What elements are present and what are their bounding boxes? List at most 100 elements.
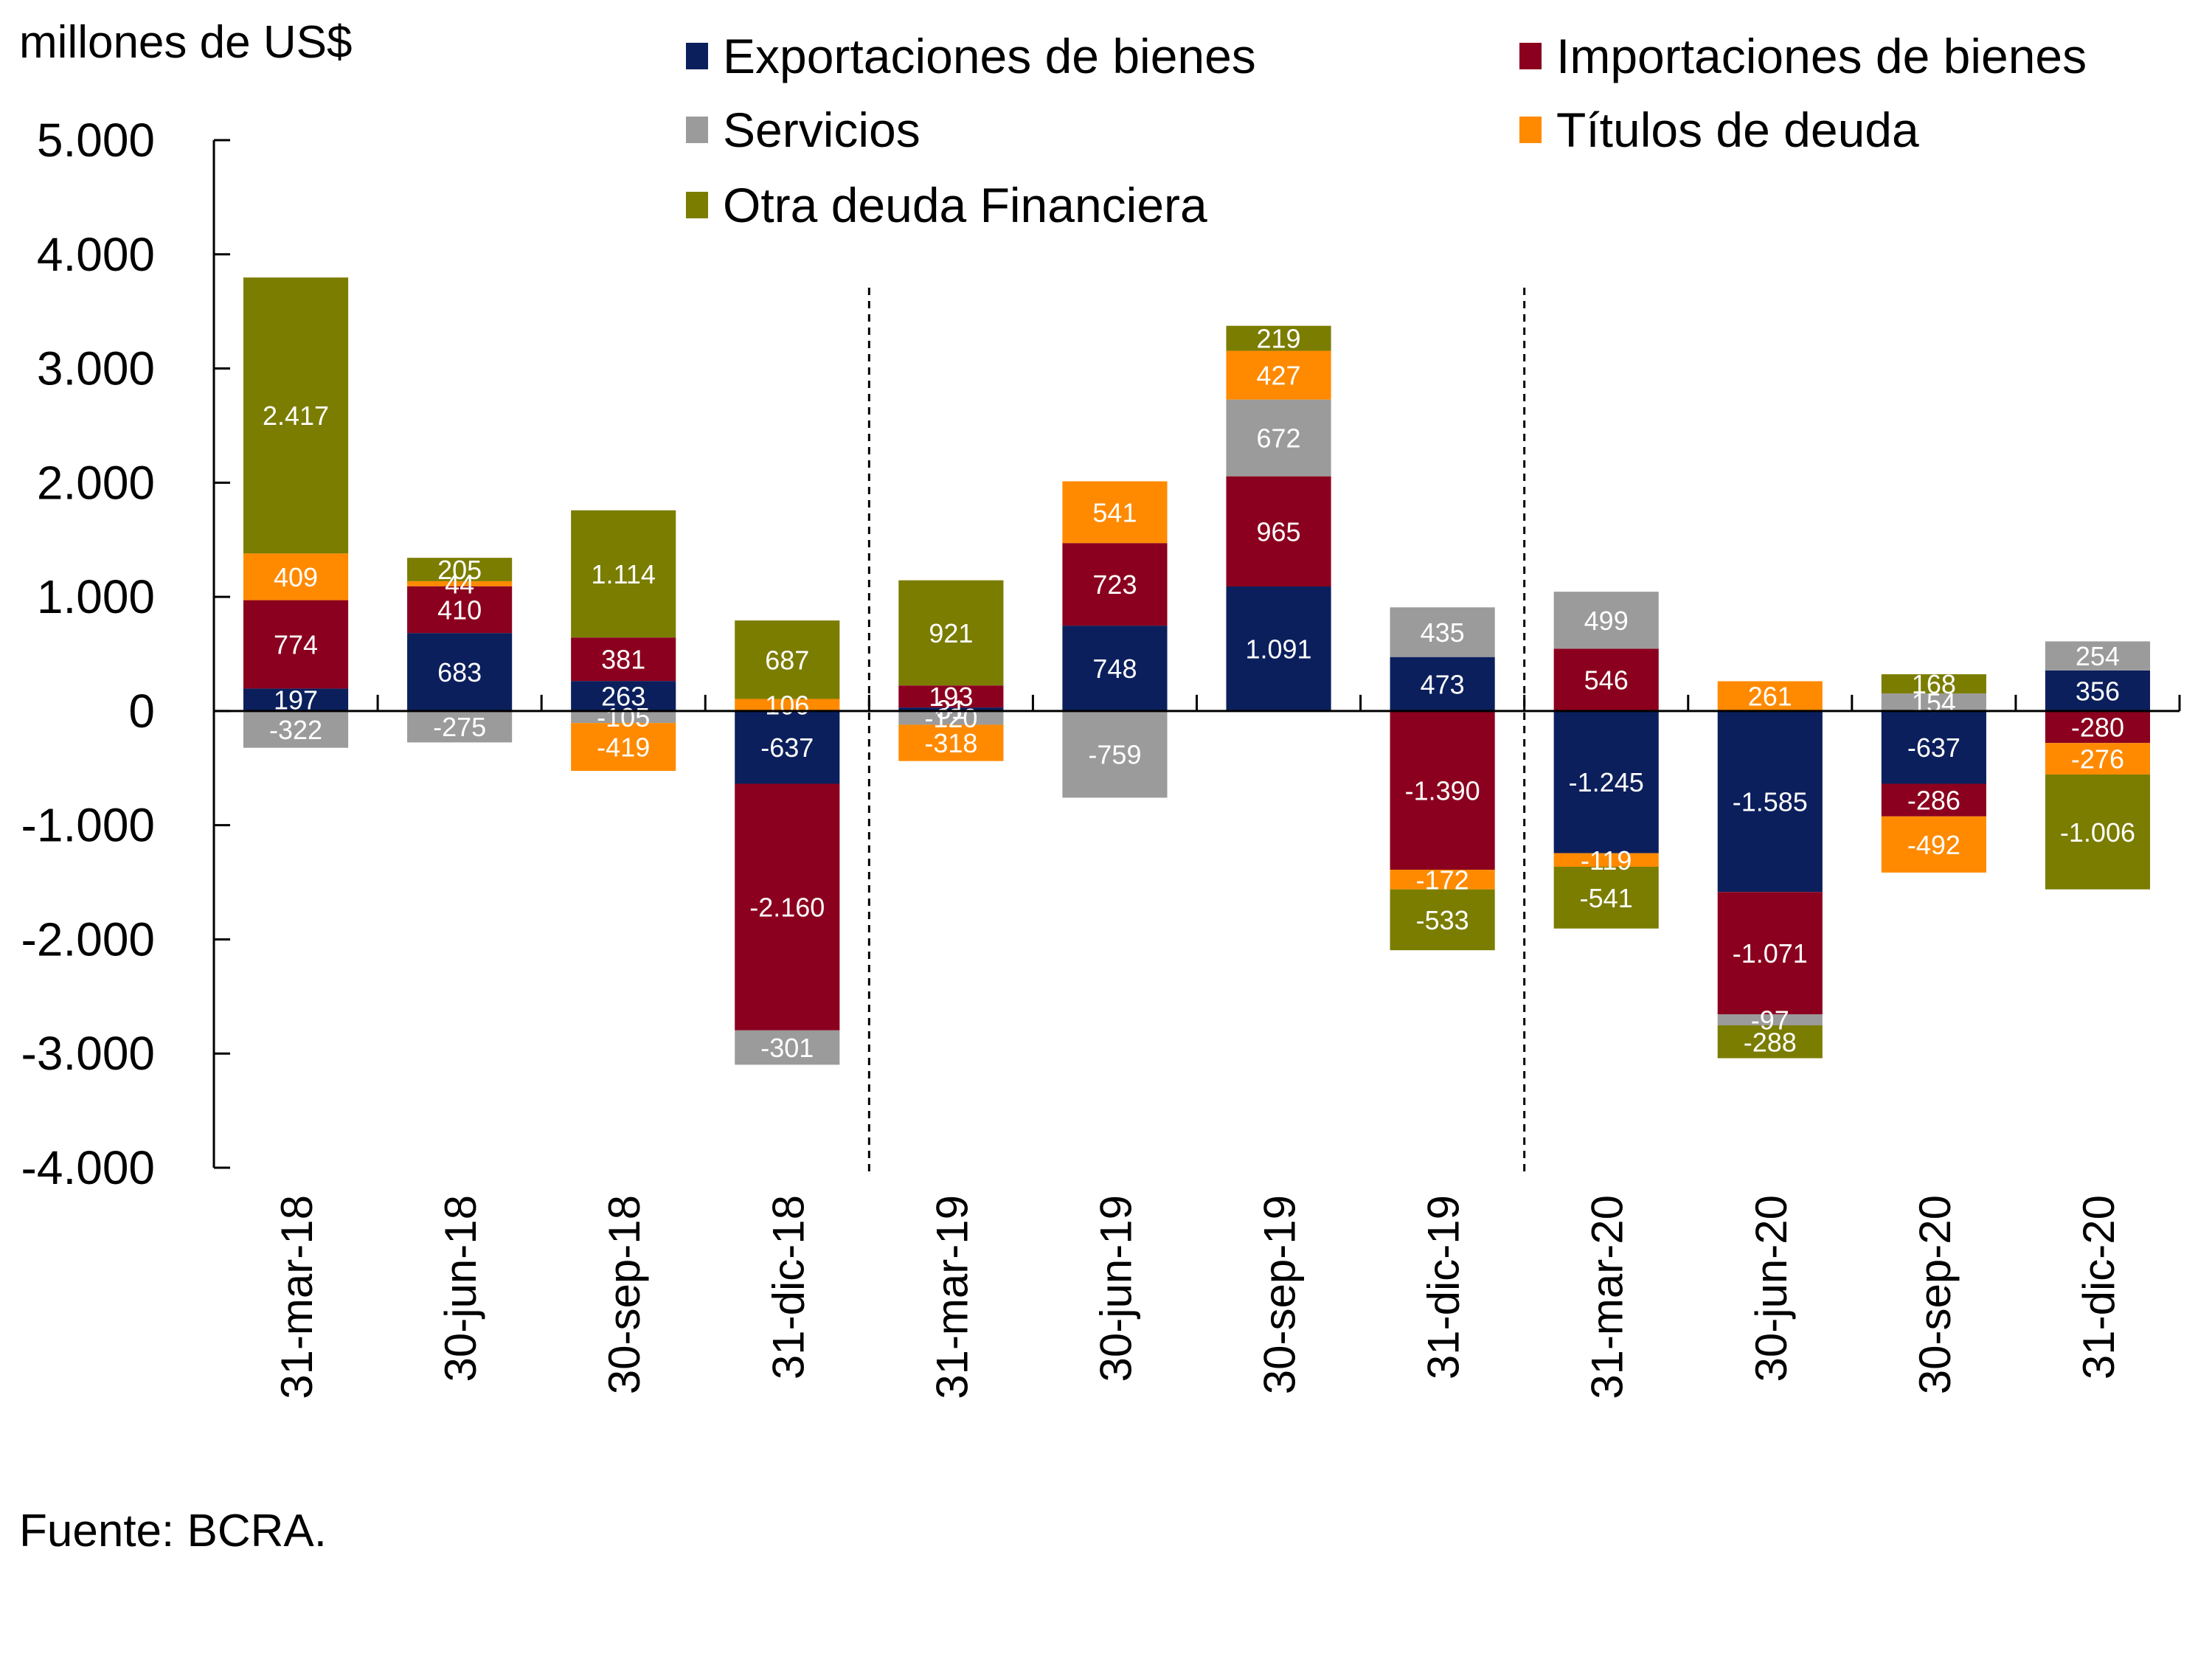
bar-segment	[407, 581, 513, 586]
y-tick-label: -1.000	[21, 799, 155, 852]
bar-segment	[2045, 743, 2151, 775]
data-label: -2.160	[749, 893, 825, 923]
bar-segment	[1226, 350, 1331, 400]
data-label: -322	[269, 715, 322, 745]
y-tick-label: 4.000	[37, 228, 155, 281]
data-label: 473	[1421, 669, 1465, 699]
data-label: 1.114	[591, 559, 655, 589]
data-label: -1.585	[1733, 787, 1808, 817]
legend-label: Exportaciones de bienes	[723, 29, 1256, 83]
bar-segment	[1390, 607, 1495, 657]
bar-segment	[1553, 867, 1659, 929]
legend-swatch-titulos	[1519, 117, 1542, 143]
bar-segment	[2045, 641, 2151, 671]
bar-segment	[2045, 670, 2151, 711]
legend-item-titulos: Títulos de deuda	[1519, 102, 1919, 158]
bar-segment	[898, 685, 1004, 708]
x-tick-label: 31-mar-18	[272, 1195, 322, 1399]
x-tick-label: 31-mar-20	[1583, 1195, 1632, 1399]
bar-segment	[735, 699, 840, 711]
data-label: 546	[1584, 665, 1629, 696]
x-tick-label: 30-jun-20	[1747, 1195, 1796, 1382]
data-label: 106	[765, 690, 809, 721]
data-label: 154	[1912, 688, 1956, 718]
data-label: 31	[936, 694, 965, 724]
x-tick-label: 31-mar-19	[927, 1195, 977, 1399]
data-label: 921	[929, 618, 973, 648]
bar-segment	[2045, 710, 2151, 744]
data-label: 687	[765, 645, 809, 675]
bar-segment	[1390, 710, 1495, 870]
legend-item-exportaciones: Exportaciones de bienes	[686, 28, 1256, 84]
bar-segment	[898, 724, 1004, 761]
data-label: 723	[1092, 569, 1137, 600]
data-label: 2.417	[263, 401, 329, 431]
y-tick-label: -3.000	[21, 1027, 155, 1080]
bar-segment	[1553, 853, 1659, 867]
data-label: 44	[445, 569, 474, 599]
data-label: -637	[1907, 732, 1960, 763]
data-label: 427	[1257, 361, 1301, 391]
bars-layer	[243, 277, 2151, 1065]
x-tick-label: 30-jun-19	[1091, 1195, 1140, 1382]
data-label: 168	[1912, 669, 1956, 699]
data-label: -172	[1416, 865, 1469, 895]
bar-segment	[1881, 674, 1986, 694]
data-label: -288	[1744, 1027, 1797, 1057]
legend-item-importaciones: Importaciones de bienes	[1519, 28, 2087, 84]
data-label: -492	[1907, 830, 1960, 860]
bar-segment	[1881, 816, 1986, 873]
data-label: 205	[437, 555, 482, 585]
data-label: -275	[433, 712, 486, 742]
data-label: -1.071	[1733, 938, 1808, 969]
data-label: 748	[1092, 654, 1137, 684]
data-label: -120	[924, 703, 977, 733]
data-label: 965	[1257, 516, 1301, 547]
data-label: 261	[1748, 682, 1792, 712]
data-label: 219	[1257, 324, 1301, 354]
data-label: -97	[1751, 1005, 1789, 1035]
data-label: -318	[924, 728, 977, 758]
bar-segment	[735, 620, 840, 699]
bar-segment	[2045, 774, 2151, 890]
data-label: -533	[1416, 905, 1469, 935]
bar-segment	[1062, 543, 1168, 626]
legend-item-servicios: Servicios	[686, 102, 920, 158]
bar-segment	[1717, 710, 1823, 893]
data-label: 499	[1584, 606, 1629, 636]
bar-segment	[1553, 592, 1659, 649]
x-tick-label: 31-dic-18	[763, 1195, 813, 1379]
bar-segment	[571, 510, 676, 638]
bar-segment	[571, 723, 676, 771]
data-label: -280	[2071, 713, 2124, 743]
bar-segment	[407, 633, 513, 711]
bar-segment	[407, 710, 513, 743]
bar-segment	[1881, 783, 1986, 817]
data-label: -276	[2071, 744, 2124, 775]
x-tick-label: 30-jun-18	[436, 1195, 485, 1382]
data-label: 1.091	[1245, 634, 1311, 664]
source-note: Fuente: BCRA.	[19, 1506, 327, 1556]
bar-segment	[1226, 399, 1331, 477]
bar-segment	[1717, 681, 1823, 711]
data-label: -541	[1580, 883, 1633, 913]
legend-swatch-exportaciones	[686, 43, 708, 69]
data-label: -119	[1581, 845, 1632, 876]
bar-segment	[1553, 710, 1659, 853]
bar-segment	[898, 580, 1004, 686]
bar-segment	[1717, 1014, 1823, 1025]
bar-segment	[735, 783, 840, 1031]
bar-segment	[898, 710, 1004, 725]
bar-segment	[243, 277, 349, 554]
data-label: 541	[1092, 497, 1137, 527]
data-label: 356	[2076, 676, 2120, 706]
legend-label: Títulos de deuda	[1556, 103, 1919, 157]
x-tick-label: 31-dic-20	[2074, 1195, 2123, 1379]
bar-segment	[1717, 892, 1823, 1014]
x-tick-label: 31-dic-19	[1419, 1195, 1469, 1379]
legend-item-otra-deuda: Otra deuda Financiera	[686, 177, 1207, 233]
data-label: 193	[929, 682, 973, 712]
bar-segment	[1226, 325, 1331, 351]
bar-segment	[1062, 710, 1168, 798]
data-label: 672	[1257, 423, 1301, 454]
